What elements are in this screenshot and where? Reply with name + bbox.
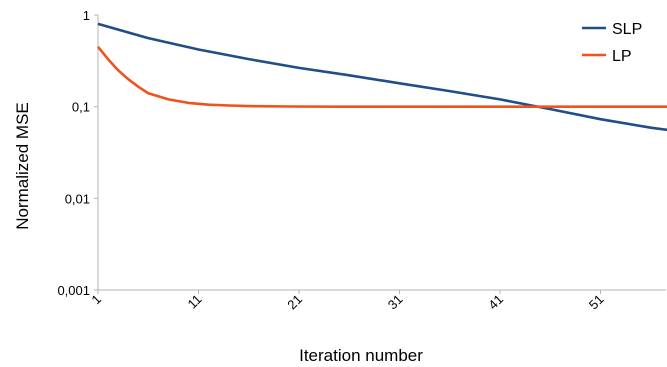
y-tick-label: 0,1 [72, 100, 90, 115]
y-axis-ticks: 1 0,1 0,01 0,001 [57, 8, 98, 298]
x-tick-label: 41 [485, 292, 506, 313]
x-tick-label: 11 [184, 292, 204, 312]
legend-label-lp: LP [612, 48, 632, 65]
legend: SLP LP [582, 21, 642, 65]
y-tick-label: 1 [83, 8, 90, 23]
x-tick-label: 51 [586, 292, 607, 313]
x-axis-ticks: 1112131415161718191101111121131141151161… [88, 290, 607, 313]
x-tick-label: 21 [284, 292, 305, 313]
x-axis-title: Iteration number [299, 346, 423, 365]
series-line-slp [97, 22, 667, 132]
series-layer [96, 22, 667, 132]
y-tick-label: 0,001 [57, 283, 90, 298]
y-axis-title: Normalized MSE [13, 102, 32, 230]
x-tick-label: 31 [385, 292, 406, 313]
y-tick-label: 0,01 [65, 191, 90, 206]
legend-label-slp: SLP [612, 21, 642, 38]
x-tick-label: 1 [88, 292, 104, 308]
series-line-lp [96, 45, 667, 108]
